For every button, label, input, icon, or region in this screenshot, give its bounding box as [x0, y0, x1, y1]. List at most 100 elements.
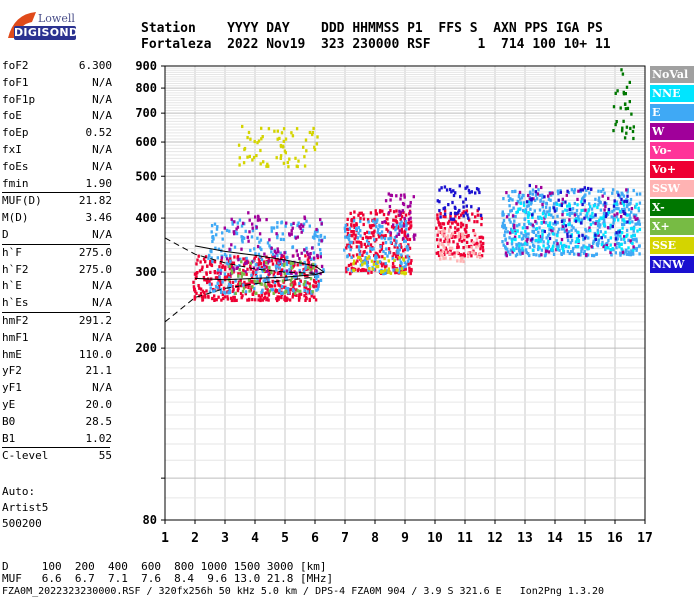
scaled-value: 1.02 — [85, 431, 113, 445]
echo-point — [208, 253, 211, 257]
echo-point — [544, 215, 547, 219]
echo-point — [399, 193, 403, 197]
echo-point — [570, 207, 573, 211]
echo-point — [243, 280, 246, 284]
echo-point — [467, 234, 470, 238]
echo-point — [249, 248, 252, 252]
echo-point — [287, 287, 290, 291]
echo-point — [240, 260, 243, 264]
echo-point — [627, 202, 631, 206]
echo-point — [276, 137, 279, 141]
echo-point — [543, 229, 546, 234]
echo-point — [233, 220, 236, 224]
echo-point — [458, 208, 461, 213]
scaled-value: N/A — [92, 330, 112, 344]
echo-point — [356, 269, 360, 273]
scaled-key: yE — [2, 397, 16, 411]
echo-point — [439, 251, 442, 255]
echo-point — [319, 218, 322, 222]
echo-point — [226, 295, 229, 299]
echo-point — [439, 215, 442, 219]
echo-point — [231, 220, 234, 224]
echo-point — [350, 245, 353, 249]
echo-point — [359, 229, 362, 233]
echo-point — [236, 225, 240, 229]
echo-point — [277, 261, 280, 265]
echo-point — [280, 221, 283, 225]
echo-point — [202, 257, 206, 261]
echo-point — [583, 186, 586, 190]
echo-point — [543, 195, 546, 199]
echo-point — [402, 249, 405, 253]
echo-point — [632, 233, 635, 237]
echo-point — [281, 291, 285, 295]
echo-point — [610, 215, 613, 219]
echo-point — [232, 268, 236, 272]
echo-point — [384, 199, 388, 203]
echo-point — [464, 197, 467, 201]
echo-point — [480, 235, 483, 239]
echo-point — [353, 225, 356, 229]
echo-point — [597, 241, 600, 245]
echo-point — [449, 187, 452, 192]
scaled-value: N/A — [92, 142, 112, 156]
echo-point — [244, 229, 247, 233]
echo-point — [396, 248, 399, 252]
echo-point — [546, 246, 549, 250]
echo-point — [376, 260, 379, 264]
echo-point — [209, 286, 212, 290]
echo-point — [399, 197, 402, 201]
echo-point — [312, 266, 315, 270]
echo-point — [362, 268, 366, 272]
echo-point — [540, 237, 544, 241]
echo-point — [387, 222, 390, 226]
echo-point — [263, 283, 267, 287]
echo-point — [622, 210, 625, 214]
echo-point — [616, 191, 620, 195]
echo-point — [522, 209, 525, 213]
echo-point — [611, 247, 614, 251]
echo-point — [574, 240, 578, 244]
echo-point — [365, 235, 368, 239]
echo-point — [362, 222, 365, 227]
echo-point — [304, 266, 307, 270]
echo-point — [195, 275, 198, 279]
echo-point — [399, 210, 402, 214]
echo-point — [449, 225, 452, 229]
echo-point — [241, 124, 244, 129]
echo-point — [403, 193, 406, 197]
echo-point — [620, 242, 623, 246]
echo-point — [600, 243, 604, 247]
echo-point — [372, 230, 375, 235]
echo-point — [562, 222, 566, 226]
echo-point — [385, 227, 388, 231]
echo-point — [219, 271, 222, 275]
echo-point — [263, 295, 267, 300]
echo-point — [351, 234, 354, 238]
echo-point — [200, 267, 204, 271]
echo-point — [351, 218, 354, 222]
echo-point — [257, 252, 261, 256]
echo-point — [530, 222, 533, 226]
y-tick-label: 700 — [135, 106, 157, 120]
echo-point — [373, 267, 376, 271]
echo-point — [233, 298, 236, 303]
echo-point — [277, 250, 280, 254]
echo-point — [531, 237, 534, 241]
echo-point — [616, 233, 620, 237]
echo-point — [393, 265, 396, 269]
echo-point — [284, 151, 287, 155]
echo-point — [344, 235, 347, 239]
echo-point — [251, 298, 254, 302]
echo-point — [304, 283, 307, 287]
echo-point — [224, 265, 227, 269]
echo-point — [534, 233, 538, 237]
echo-point — [236, 266, 239, 270]
echo-point — [405, 246, 408, 250]
legend-vo: Vo- — [650, 142, 694, 159]
echo-point — [599, 200, 602, 205]
echo-point — [271, 255, 274, 259]
profile-line — [194, 245, 325, 273]
echo-point — [532, 252, 535, 257]
